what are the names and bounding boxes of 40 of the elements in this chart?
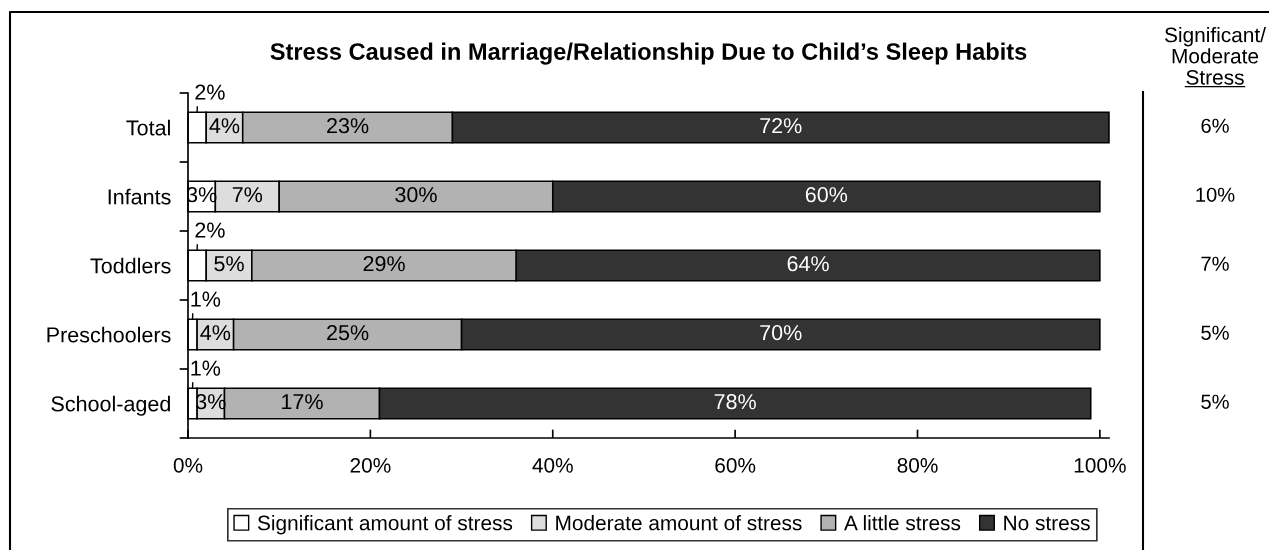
y-tick-label: Toddlers (90, 257, 171, 274)
chart-title: Stress Caused in Marriage/Relationship Due to Child’s Sleep Habits (270, 42, 1027, 65)
data-label: 60% (805, 187, 848, 203)
legend-label: A little stress (844, 515, 961, 531)
legend-label: Significant amount of stress (257, 515, 513, 535)
data-label: 7% (232, 187, 263, 203)
x-tick-label: 20% (350, 457, 391, 473)
text: 6% (1201, 118, 1229, 133)
data-label: 23% (327, 118, 369, 134)
data-label: 30% (395, 187, 437, 203)
data-label: 78% (714, 394, 756, 410)
x-tick-label: 80% (897, 457, 938, 473)
data-label: 29% (363, 256, 405, 272)
y-tick-label: School-aged (51, 395, 170, 416)
text: 10% (1196, 187, 1235, 202)
data-label: 17% (282, 394, 323, 410)
data-label: 64% (787, 256, 829, 272)
data-label: 2% (195, 222, 225, 238)
text: 7% (1201, 256, 1229, 271)
x-tick-label: 60% (715, 457, 756, 473)
x-tick-label: 0% (173, 457, 203, 473)
data-label: 4% (209, 118, 240, 134)
legend-label: No stress (1004, 515, 1090, 531)
data-label: 1% (191, 360, 221, 376)
data-label: 25% (327, 325, 369, 341)
text: 5% (1201, 325, 1229, 340)
data-label: 72% (760, 118, 802, 134)
text: 5% (1201, 394, 1229, 409)
legend-label: Moderate amount of stress (556, 515, 802, 531)
x-tick-label: 100% (1074, 457, 1126, 473)
text: Significant/ Moderate Stress (1165, 27, 1266, 85)
data-label: 5% (214, 256, 244, 272)
y-tick-label: Preschoolers (47, 326, 171, 343)
y-tick-label: Infants (108, 188, 171, 205)
data-label: 2% (195, 84, 225, 100)
data-label: 4% (200, 325, 231, 341)
data-label: 70% (760, 325, 802, 341)
y-tick-label: Total (126, 119, 170, 136)
x-tick-label: 40% (532, 457, 573, 473)
data-label: 1% (191, 291, 221, 307)
